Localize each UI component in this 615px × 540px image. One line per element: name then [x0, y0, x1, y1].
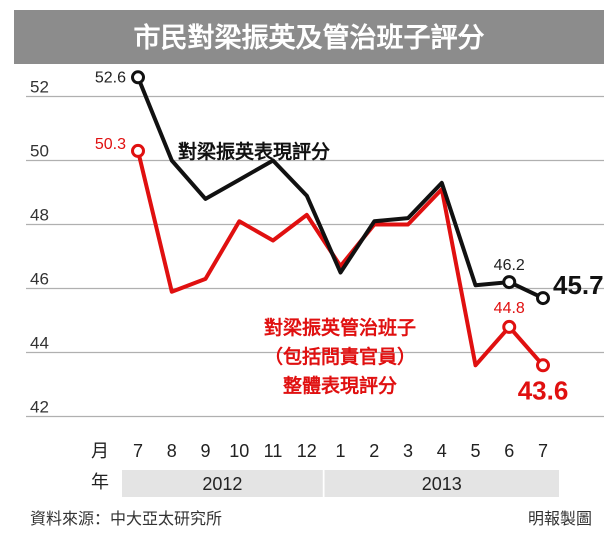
x-tick-label: 3 — [403, 441, 413, 461]
data-point-marker — [536, 358, 550, 373]
x-tick-label: 6 — [504, 441, 514, 461]
y-tick-label: 42 — [30, 398, 49, 417]
x-tick-label: 5 — [470, 441, 480, 461]
series-line — [136, 148, 545, 368]
x-tick-label: 1 — [335, 441, 345, 461]
data-point-marker — [131, 143, 145, 158]
x-axis-labels: 7 8 9 10 11 12 1 2 3 4 5 6 7 — [133, 441, 548, 461]
series-black — [131, 70, 550, 306]
series-red — [131, 143, 550, 373]
x-tick-label: 2 — [369, 441, 379, 461]
x-tick-label: 10 — [229, 441, 249, 461]
point-labels: 52.6 46.2 45.7 50.3 44.8 43.6 — [95, 69, 604, 405]
y-tick-label: 48 — [30, 206, 49, 225]
year-band — [122, 470, 323, 497]
data-point-marker — [131, 70, 145, 85]
y-axis-labels: 42 44 46 48 50 52 — [30, 78, 49, 417]
x-tick-label: 12 — [297, 441, 317, 461]
legend-red-line-2: （包括問責官員） — [264, 345, 416, 368]
year-band — [324, 470, 559, 497]
series-line — [136, 75, 545, 301]
title-bar — [14, 10, 604, 64]
point-label: 45.7 — [553, 270, 604, 300]
point-label: 43.6 — [518, 375, 569, 405]
chart-title: 市民對梁振英及管治班子評分 — [134, 22, 485, 54]
y-tick-label: 46 — [30, 270, 49, 289]
year-axis-label: 年 — [91, 472, 109, 492]
credit-note: 明報製圖 — [528, 509, 592, 528]
year-label: 2013 — [422, 474, 462, 494]
x-tick-label: 11 — [264, 441, 283, 461]
point-label: 46.2 — [494, 257, 525, 274]
x-tick-label: 7 — [538, 441, 548, 461]
x-tick-label: 9 — [200, 441, 210, 461]
data-point-marker — [502, 275, 517, 290]
source-note: 資料來源：中大亞太研究所 — [30, 509, 222, 528]
legend-black: 對梁振英表現評分 — [178, 140, 330, 163]
data-point-marker — [502, 319, 517, 334]
point-label: 50.3 — [95, 136, 126, 153]
year-bands: 2012 2013 — [122, 470, 559, 497]
y-tick-label: 52 — [30, 78, 49, 97]
year-label: 2012 — [202, 474, 242, 494]
x-tick-label: 8 — [167, 441, 177, 461]
y-tick-label: 44 — [30, 334, 49, 353]
month-axis-label: 月 — [91, 441, 109, 461]
point-label: 52.6 — [95, 69, 126, 86]
x-tick-label: 4 — [437, 441, 447, 461]
point-label: 44.8 — [494, 300, 525, 317]
legend-red-line-1: 對梁振英管治班子 — [264, 316, 416, 339]
x-tick-label: 7 — [133, 441, 143, 461]
y-tick-label: 50 — [30, 142, 49, 161]
data-point-marker — [536, 291, 550, 306]
legend-red-line-3: 整體表現評分 — [283, 374, 397, 397]
